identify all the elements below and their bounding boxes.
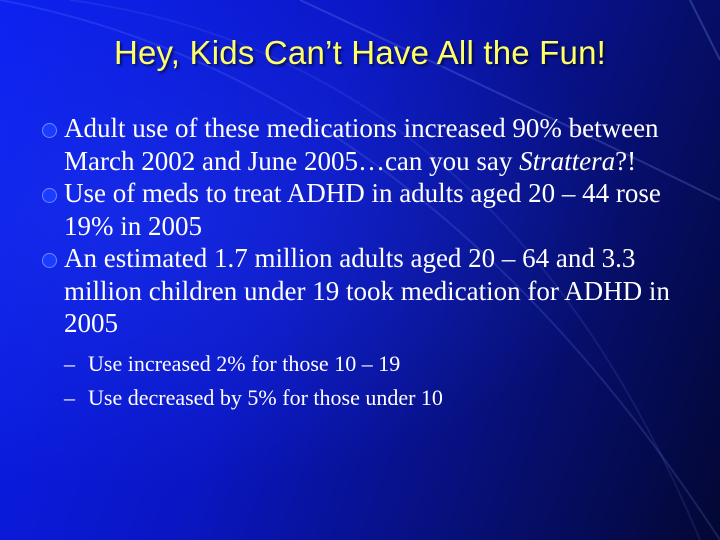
- subbullet-2-text: Use decreased by 5% for those under 10: [88, 384, 443, 410]
- bullet-3-text: An estimated 1.7 million adults aged 20 …: [64, 243, 670, 338]
- bullet-dot-icon: [42, 253, 57, 268]
- bullet-dot-icon: [42, 123, 57, 138]
- arc-line-3: [299, 0, 720, 201]
- bullet-1-text: Adult use of these medications increased…: [64, 113, 659, 176]
- bullet-1: Adult use of these medications increased…: [40, 112, 690, 177]
- arc-line-2: [69, 0, 701, 540]
- bullet-1-suffix: ?!: [615, 145, 637, 176]
- bullet-2-text: Use of meds to treat ADHD in adults aged…: [64, 178, 661, 241]
- slide-body: Adult use of these medications increased…: [40, 112, 690, 412]
- subbullet-dash: –: [64, 384, 75, 410]
- slide-title: Hey, Kids Can’t Have All the Fun!: [113, 34, 607, 71]
- bullet-dot-icon: [42, 188, 57, 203]
- bullet-3: An estimated 1.7 million adults aged 20 …: [40, 242, 690, 340]
- subbullet-1-text: Use increased 2% for those 10 – 19: [88, 350, 401, 376]
- subbullet-dash: –: [64, 350, 75, 376]
- arc-line-4: [689, 0, 720, 61]
- bullet-2: Use of meds to treat ADHD in adults aged…: [40, 177, 690, 242]
- bullet-1-emphasis: Strattera: [519, 145, 616, 176]
- subbullet-2: – Use decreased by 5% for those under 10: [40, 384, 690, 412]
- subbullet-1: – Use increased 2% for those 10 – 19: [40, 350, 690, 378]
